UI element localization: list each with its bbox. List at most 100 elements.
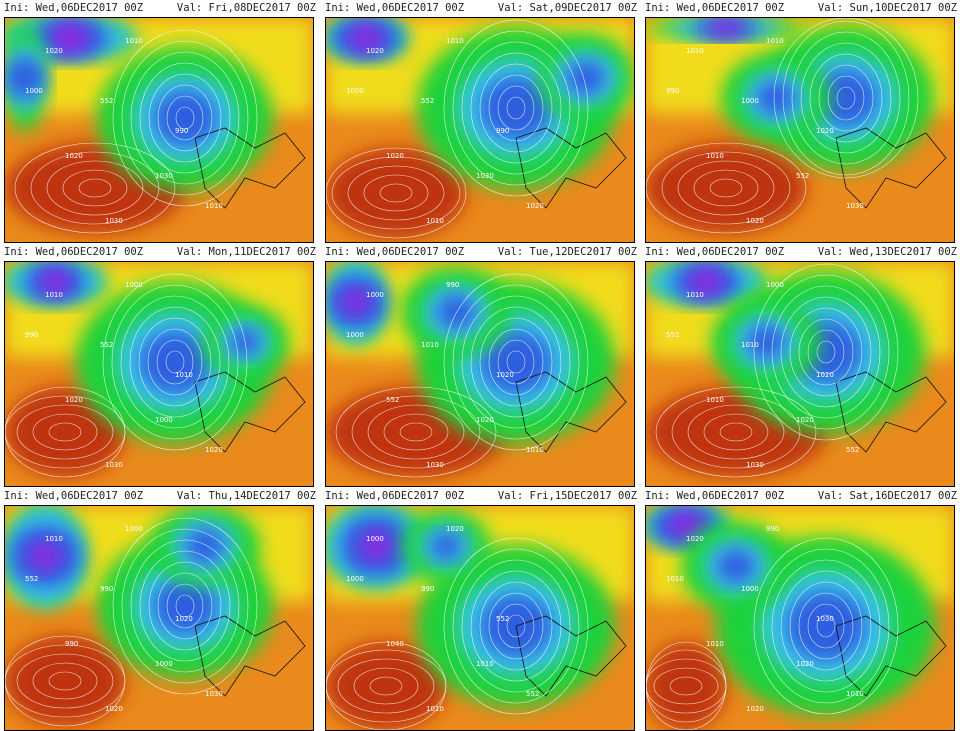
isobar-label: 1040 bbox=[386, 640, 404, 648]
forecast-panel: Ini: Wed,06DEC2017 00Z Val: Sat,16DEC201… bbox=[641, 488, 960, 731]
panel-header: Ini: Wed,06DEC2017 00Z Val: Sat,16DEC201… bbox=[645, 490, 957, 505]
isobar-label: 1030 bbox=[746, 461, 764, 469]
pressure-map: 1010 1000 552 1010 1020 1010 1020 552 1030 bbox=[645, 261, 955, 487]
isobar-label: 552 bbox=[846, 446, 859, 454]
deep-low-center bbox=[688, 266, 724, 298]
deep-low-center bbox=[668, 510, 704, 542]
isobar bbox=[165, 350, 185, 374]
deep-low-center bbox=[50, 20, 90, 56]
isobar bbox=[157, 84, 213, 152]
isobar-label: 1010 bbox=[446, 37, 464, 45]
init-time: Ini: Wed,06DEC2017 00Z bbox=[645, 490, 785, 502]
coastline bbox=[515, 127, 627, 209]
isobar bbox=[16, 653, 114, 709]
init-time: Ini: Wed,06DEC2017 00Z bbox=[645, 246, 785, 258]
isobar bbox=[326, 641, 447, 730]
forecast-panel: Ini: Wed,06DEC2017 00Z Val: Wed,13DEC201… bbox=[641, 244, 960, 487]
forecast-panel: Ini: Wed,06DEC2017 00Z Val: Mon,11DEC201… bbox=[0, 244, 320, 487]
isobar-label: 1020 bbox=[175, 615, 193, 623]
isobar bbox=[789, 307, 863, 397]
isobar bbox=[48, 671, 82, 691]
pressure-map: 1010 1000 552 990 1020 990 1000 1030 1020 bbox=[4, 505, 314, 731]
pressure-map: 1010 1000 990 552 1010 1020 1000 1020 1030 bbox=[4, 261, 314, 487]
isobar-label: 1020 bbox=[526, 202, 544, 210]
isobar-label: 1010 bbox=[205, 202, 223, 210]
isobar-label: 990 bbox=[65, 640, 78, 648]
isobar bbox=[363, 174, 429, 212]
isobar-label: 1030 bbox=[476, 172, 494, 180]
isobar-label: 1020 bbox=[205, 446, 223, 454]
isobar-label: 1010 bbox=[125, 37, 143, 45]
isobar bbox=[130, 539, 240, 673]
isobar bbox=[46, 160, 144, 216]
isobar bbox=[807, 603, 845, 649]
isobar-label: 990 bbox=[766, 525, 779, 533]
isobar bbox=[753, 263, 899, 441]
isobar bbox=[335, 386, 497, 478]
panel-header: Ini: Wed,06DEC2017 00Z Val: Fri,08DEC201… bbox=[4, 2, 316, 17]
isobar bbox=[506, 614, 526, 638]
isobar bbox=[809, 53, 883, 143]
isobar bbox=[693, 169, 759, 207]
isobar bbox=[30, 151, 160, 225]
isobar-label: 552 bbox=[100, 341, 113, 349]
forecast-panel: Ini: Wed,06DEC2017 00Z Val: Sun,10DEC201… bbox=[641, 0, 960, 243]
isobar bbox=[671, 395, 801, 469]
isobar bbox=[488, 74, 544, 142]
isobar bbox=[470, 306, 562, 418]
isobar bbox=[762, 274, 890, 430]
pressure-map: 1000 1020 1000 990 552 1040 1010 552 1010 bbox=[325, 505, 635, 731]
init-time: Ini: Wed,06DEC2017 00Z bbox=[4, 2, 144, 14]
forecast-panel: Ini: Wed,06DEC2017 00Z Val: Sat,09DEC201… bbox=[321, 0, 641, 243]
isobar bbox=[353, 667, 419, 705]
isobar bbox=[347, 165, 445, 221]
isobar-label: 552 bbox=[796, 172, 809, 180]
isobar bbox=[452, 30, 580, 186]
isobar bbox=[166, 583, 204, 629]
pressure-map: 1000 990 1000 1010 1020 552 1020 1010 1030 bbox=[325, 261, 635, 487]
isobar bbox=[709, 178, 743, 198]
isobar-label: 1020 bbox=[366, 47, 384, 55]
isobar bbox=[497, 603, 535, 649]
isobar bbox=[139, 62, 231, 174]
isobar-label: 1020 bbox=[816, 127, 834, 135]
isobar bbox=[687, 404, 785, 460]
isobar bbox=[112, 29, 258, 207]
isobar bbox=[399, 422, 433, 442]
low-pressure-core bbox=[153, 90, 217, 146]
isobar-label: 1010 bbox=[426, 705, 444, 713]
isobar bbox=[506, 350, 526, 374]
low-pressure-core bbox=[756, 80, 796, 116]
forecast-panel: Ini: Wed,06DEC2017 00Z Val: Tue,12DEC201… bbox=[321, 244, 641, 487]
isobar-label: 1010 bbox=[421, 341, 439, 349]
init-time: Ini: Wed,06DEC2017 00Z bbox=[645, 2, 785, 14]
init-time: Ini: Wed,06DEC2017 00Z bbox=[4, 490, 144, 502]
isobar-label: 1010 bbox=[526, 446, 544, 454]
isobar bbox=[488, 328, 544, 396]
isobar bbox=[646, 142, 807, 234]
isobar bbox=[326, 147, 467, 239]
isobar-label: 1000 bbox=[346, 575, 364, 583]
low-pressure-core bbox=[153, 578, 217, 634]
isobar-label: 552 bbox=[100, 97, 113, 105]
low-pressure-core bbox=[430, 532, 462, 560]
isobar bbox=[32, 662, 98, 700]
isobar-label: 552 bbox=[386, 396, 399, 404]
isobar-label: 1010 bbox=[476, 660, 494, 668]
isobar-label: 1000 bbox=[741, 97, 759, 105]
isobar bbox=[506, 96, 526, 120]
low-pressure-core bbox=[566, 60, 606, 96]
isobar bbox=[78, 178, 112, 198]
isobar-label: 1010 bbox=[686, 47, 704, 55]
isobar-label: 1000 bbox=[366, 291, 384, 299]
low-pressure-core bbox=[480, 330, 552, 394]
pressure-map: 1010 1010 990 1000 1020 1010 552 1030 1020 bbox=[645, 17, 955, 243]
isobar-label: 552 bbox=[25, 575, 38, 583]
isobar bbox=[816, 614, 836, 638]
isobar bbox=[147, 328, 203, 396]
isobar-label: 990 bbox=[666, 87, 679, 95]
isobar bbox=[753, 537, 899, 715]
isobar-label: 1020 bbox=[796, 416, 814, 424]
isobar bbox=[351, 395, 481, 469]
isobar-label: 1020 bbox=[816, 371, 834, 379]
